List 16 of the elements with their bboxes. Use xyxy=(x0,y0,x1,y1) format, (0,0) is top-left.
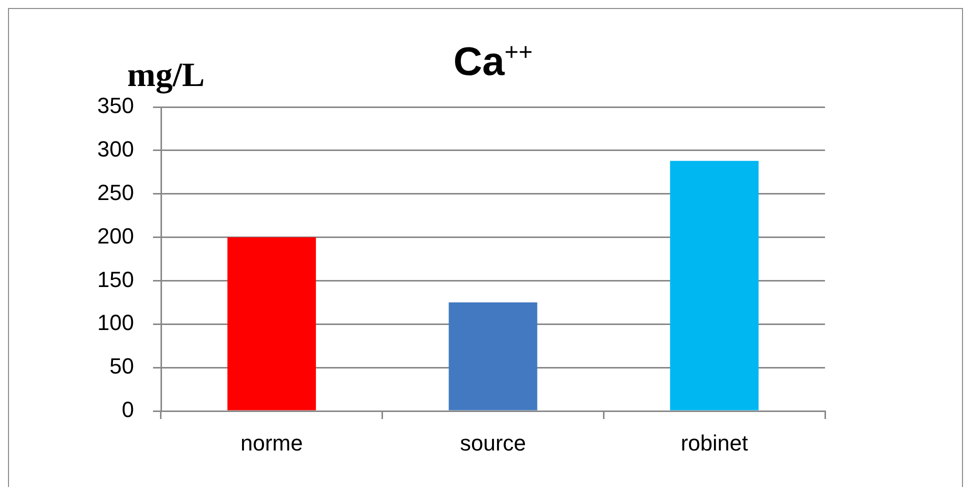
y-tick-label: 50 xyxy=(110,354,134,379)
y-tick-label: 150 xyxy=(97,266,134,292)
y-axis-title: mg/L xyxy=(127,57,205,94)
y-tick-label: 350 xyxy=(97,93,134,118)
x-tick-label: robinet xyxy=(680,430,748,456)
y-tick-label: 0 xyxy=(122,397,134,422)
chart-title: Ca++ xyxy=(453,38,533,84)
y-tick-label: 250 xyxy=(97,180,134,205)
y-tick-label: 200 xyxy=(97,223,134,248)
bar xyxy=(227,237,316,410)
x-tick-label: source xyxy=(460,430,526,456)
bar xyxy=(448,302,538,410)
x-tick-label: norme xyxy=(240,430,303,456)
y-tick-label: 300 xyxy=(97,136,134,162)
bar xyxy=(670,160,759,410)
y-tick-label: 100 xyxy=(97,310,134,336)
